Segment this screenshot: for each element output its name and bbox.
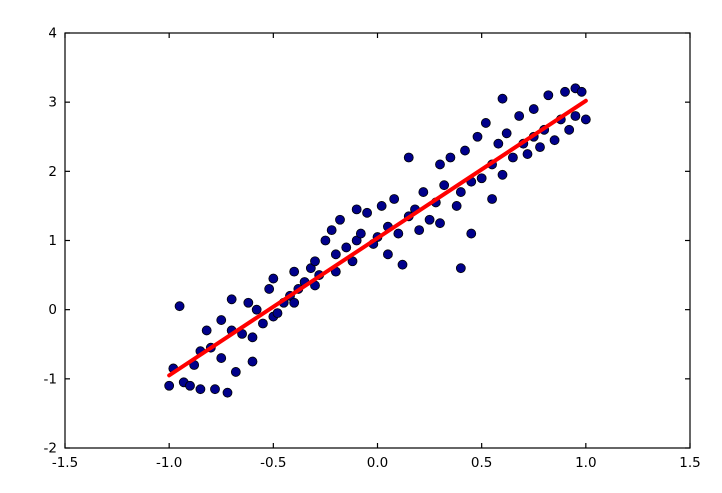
fit-line bbox=[167, 98, 588, 378]
data-point bbox=[264, 284, 275, 294]
data-point bbox=[570, 111, 581, 121]
data-point bbox=[497, 93, 508, 104]
data-point bbox=[289, 297, 300, 308]
data-point bbox=[466, 228, 477, 239]
y-tick-label: -1 bbox=[44, 371, 57, 387]
data-point bbox=[164, 380, 175, 391]
data-point bbox=[355, 228, 366, 239]
plot-frame bbox=[64, 32, 691, 449]
data-point bbox=[418, 187, 429, 197]
data-point bbox=[455, 187, 466, 197]
data-point bbox=[445, 152, 456, 163]
data-point bbox=[272, 308, 283, 319]
y-tick-label: -2 bbox=[44, 441, 57, 457]
x-tick-label: -1.0 bbox=[156, 455, 182, 471]
data-point bbox=[435, 159, 445, 170]
data-point bbox=[251, 304, 262, 315]
data-point bbox=[326, 225, 337, 236]
data-point bbox=[195, 384, 206, 395]
data-point bbox=[508, 152, 518, 163]
data-point bbox=[560, 86, 570, 97]
data-point bbox=[310, 256, 320, 267]
x-tick-label: -0.5 bbox=[260, 455, 286, 471]
y-tick-label: 2 bbox=[48, 164, 57, 180]
data-point bbox=[268, 273, 279, 284]
data-point bbox=[480, 118, 491, 128]
data-point bbox=[493, 138, 504, 149]
x-tick-label: 1.0 bbox=[575, 455, 596, 471]
data-point bbox=[216, 353, 227, 363]
data-point bbox=[362, 207, 372, 218]
data-point bbox=[549, 135, 560, 146]
data-point bbox=[247, 332, 258, 343]
data-point bbox=[439, 180, 450, 191]
data-point bbox=[185, 380, 195, 391]
data-point bbox=[222, 387, 233, 398]
data-point bbox=[460, 145, 470, 156]
x-tick-label: 0.0 bbox=[367, 455, 388, 471]
data-point bbox=[389, 194, 400, 204]
data-point bbox=[210, 384, 220, 395]
y-tick-label: 3 bbox=[48, 95, 57, 111]
data-point bbox=[564, 124, 575, 135]
data-point bbox=[580, 114, 591, 125]
data-point bbox=[247, 356, 258, 367]
data-point bbox=[487, 194, 497, 204]
data-point bbox=[501, 128, 512, 139]
data-point bbox=[424, 214, 435, 225]
data-point bbox=[230, 367, 241, 377]
data-point bbox=[174, 301, 185, 312]
data-point bbox=[455, 263, 466, 274]
x-tick-label: 0.5 bbox=[471, 455, 492, 471]
data-point bbox=[403, 152, 414, 163]
data-point bbox=[383, 249, 393, 260]
data-point bbox=[376, 201, 387, 211]
data-point bbox=[351, 204, 362, 215]
data-point bbox=[397, 259, 408, 270]
y-tick-label: 0 bbox=[48, 302, 57, 318]
data-point bbox=[528, 104, 539, 114]
data-point bbox=[435, 218, 445, 229]
data-point bbox=[258, 318, 268, 329]
data-point bbox=[472, 131, 483, 142]
data-point bbox=[216, 315, 227, 325]
data-point bbox=[393, 228, 404, 239]
data-point bbox=[320, 235, 331, 246]
data-point bbox=[243, 297, 254, 308]
data-point bbox=[341, 242, 352, 253]
data-point bbox=[335, 214, 345, 225]
data-point bbox=[330, 249, 341, 260]
data-point bbox=[476, 173, 487, 184]
y-tick-label: 4 bbox=[48, 26, 57, 42]
data-point bbox=[514, 111, 525, 121]
data-point bbox=[414, 225, 425, 236]
x-tick-label: 1.5 bbox=[679, 455, 700, 471]
data-point bbox=[289, 266, 300, 277]
data-point bbox=[451, 201, 462, 211]
data-point bbox=[201, 325, 212, 336]
data-point bbox=[522, 149, 533, 159]
data-point bbox=[497, 169, 508, 180]
data-point bbox=[226, 294, 237, 305]
x-tick-label: -1.5 bbox=[52, 455, 78, 471]
y-tick-label: 1 bbox=[48, 233, 57, 249]
data-point bbox=[576, 86, 587, 97]
data-point bbox=[535, 142, 545, 153]
data-point bbox=[543, 90, 554, 101]
